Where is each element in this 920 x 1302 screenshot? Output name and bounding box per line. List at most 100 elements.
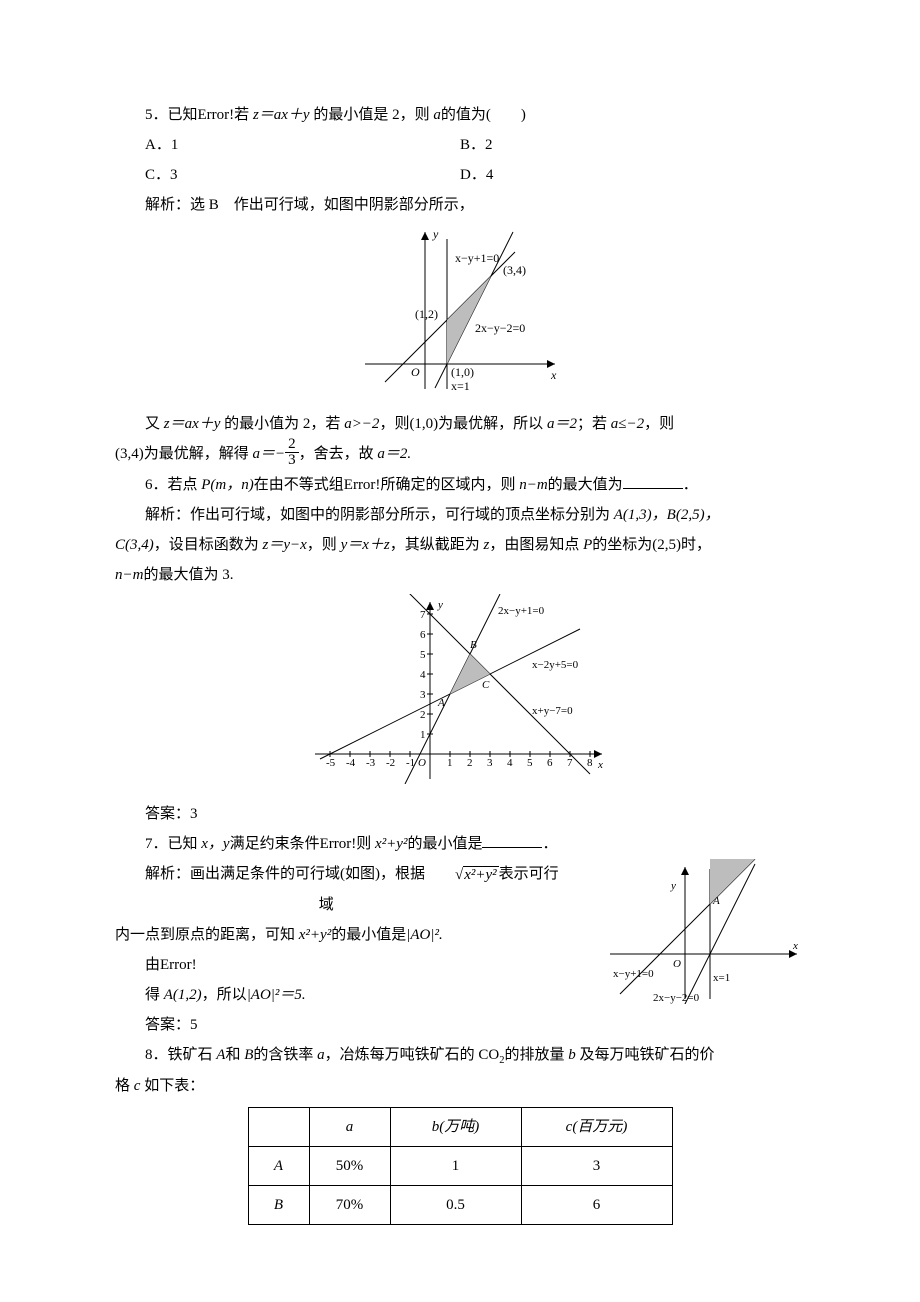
label-pt2: (1,2) — [415, 307, 438, 321]
label-line1: x−y+1=0 — [613, 968, 654, 980]
yticks: 1 2 3 4 5 6 7 — [420, 609, 426, 741]
eq: z＝ax＋y — [164, 416, 221, 432]
label-line2: x−2y+5=0 — [532, 659, 579, 671]
th: c(百万元) — [521, 1107, 672, 1146]
text: 又 — [145, 416, 164, 432]
text: 的最大值为 3. — [143, 567, 233, 583]
text: ；若 — [577, 416, 611, 432]
xticks: -5 -4 -3 -2 -1 1 2 3 4 5 6 7 8 — [326, 757, 593, 769]
label-O: O — [418, 757, 426, 769]
label-y: y — [437, 599, 443, 611]
option-D: D．4 — [460, 160, 805, 190]
text: 由 — [145, 957, 160, 973]
svg-text:6: 6 — [420, 629, 426, 641]
cell: 0.5 — [390, 1185, 521, 1224]
label-line2: x=1 — [713, 972, 730, 984]
text: ，舍去，故 — [299, 446, 378, 462]
text: 则 — [356, 836, 375, 852]
svg-text:2: 2 — [467, 757, 473, 769]
q6-svg: O x y A B C 2x−y+1=0 x−2y+5=0 x+y−7=0 — [310, 594, 610, 784]
page: 5．已知Error!若 z＝ax＋y 的最小值是 2，则 a的值为( ) A．1… — [0, 0, 920, 1302]
expr: x²+y² — [375, 836, 407, 852]
text: 7．已知 — [145, 836, 201, 852]
label-line3: 2x−y−2=0 — [653, 992, 700, 1004]
th: b(万吨) — [390, 1107, 521, 1146]
text: 的最大值为 — [548, 477, 623, 493]
equation: z＝ax＋y — [253, 107, 310, 123]
th: a — [309, 1107, 390, 1146]
svg-text:-2: -2 — [386, 757, 395, 769]
pt: A(1,2) — [164, 987, 202, 1003]
text: 的值为( ) — [441, 107, 526, 123]
q7-figure: O x y A x−y+1=0 x=1 2x−y−2=0 — [605, 859, 805, 1015]
label-line1: x−y+1=0 — [455, 251, 499, 265]
text: 若 — [234, 107, 253, 123]
text: ． — [683, 477, 698, 493]
option-A: A．1 — [115, 130, 460, 160]
text: ，所以 — [202, 987, 247, 1003]
text: 域 — [319, 897, 334, 913]
text: 及每万吨铁矿石的价 — [576, 1047, 715, 1063]
text: 的含铁率 — [253, 1047, 317, 1063]
blank — [482, 834, 542, 849]
cell: 50% — [309, 1146, 390, 1185]
eq: |AO|²＝5. — [247, 987, 306, 1003]
svg-text:-1: -1 — [406, 757, 415, 769]
q6-answer: 答案：3 — [115, 799, 805, 829]
label-pt1: (3,4) — [503, 263, 526, 277]
svg-text:4: 4 — [420, 669, 426, 681]
svg-text:6: 6 — [547, 757, 553, 769]
q8-stem-1: 8．铁矿石 A和 B的含铁率 a，冶炼每万吨铁矿石的 CO2的排放量 b 及每万… — [115, 1040, 805, 1071]
text: ，冶炼每万吨铁矿石的 CO — [325, 1047, 500, 1063]
label-x: x — [792, 940, 798, 952]
label-line2: 2x−y−2=0 — [475, 321, 525, 335]
q5-options-1: A．1 B．2 — [115, 130, 805, 160]
q5-solution-c: (3,4)为最优解，解得 a＝−23，舍去，故 a＝2. — [115, 439, 805, 470]
svg-text:7: 7 — [420, 609, 426, 621]
var: B — [244, 1047, 253, 1063]
svg-text:-3: -3 — [366, 757, 376, 769]
expr: n−m — [115, 567, 143, 583]
table-row: B 70% 0.5 6 — [248, 1185, 672, 1224]
var: b — [568, 1047, 576, 1063]
text: (3,4)为最优解，解得 — [115, 446, 253, 462]
sqrt: √x²+y² — [425, 860, 499, 890]
text: 表示可行 — [499, 866, 559, 882]
label-O: O — [411, 365, 420, 379]
text: 解析：作出可行域，如图中的阴影部分所示，可行域的顶点坐标分别为 — [145, 507, 614, 523]
eq: a≤−2 — [611, 416, 644, 432]
svg-text:-5: -5 — [326, 757, 336, 769]
q5-solution-b: 又 z＝ax＋y 的最小值为 2，若 a>−2，则(1,0)为最优解，所以 a＝… — [115, 409, 805, 439]
eq: a>−2 — [344, 416, 379, 432]
svg-text:3: 3 — [487, 757, 493, 769]
text: ，由图易知点 — [489, 537, 583, 553]
label-y: y — [670, 880, 676, 892]
var: a — [317, 1047, 325, 1063]
q5-svg: O x y x−y+1=0 (3,4) (1,2) 2x−y−2=0 (1,0)… — [355, 224, 565, 394]
var: P — [583, 537, 592, 553]
pts: A(1,3)，B(2,5)， — [614, 507, 720, 523]
label-A: A — [437, 697, 445, 709]
cell: 1 — [390, 1146, 521, 1185]
text: 的最小值为 2，若 — [220, 416, 344, 432]
text: ，其纵截距为 — [390, 537, 484, 553]
label-B: B — [470, 639, 477, 651]
text: 得 — [145, 987, 164, 1003]
text: ，设目标函数为 — [154, 537, 263, 553]
error-marker: Error! — [344, 477, 381, 493]
text: 8．铁矿石 — [145, 1047, 216, 1063]
svg-text:1: 1 — [420, 729, 426, 741]
q5-solution-intro: 解析：选 B 作出可行域，如图中阴影部分所示， — [115, 190, 805, 220]
eq: z＝y−x — [263, 537, 307, 553]
q6-sol-3: n−m的最大值为 3. — [115, 560, 805, 590]
text: ，则(1,0)为最优解，所以 — [379, 416, 547, 432]
text: 的排放量 — [504, 1047, 568, 1063]
text: 5．已知 — [145, 107, 198, 123]
text: ，则 — [307, 537, 341, 553]
vars: x，y — [201, 836, 229, 852]
label-O: O — [673, 958, 681, 970]
cell: 6 — [521, 1185, 672, 1224]
cell: 3 — [521, 1146, 672, 1185]
label-y: y — [432, 227, 439, 241]
pt: C(3,4) — [115, 537, 154, 553]
